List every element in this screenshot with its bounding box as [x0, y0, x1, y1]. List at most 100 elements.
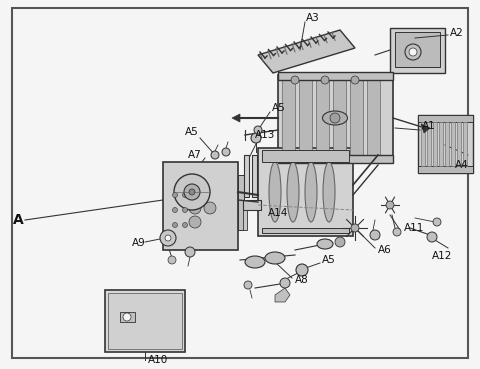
- Circle shape: [254, 126, 262, 134]
- Circle shape: [185, 247, 195, 257]
- Text: A11: A11: [404, 223, 424, 233]
- Circle shape: [182, 223, 188, 228]
- Polygon shape: [258, 30, 355, 73]
- Bar: [457, 122, 461, 166]
- Text: A2: A2: [450, 28, 464, 38]
- Ellipse shape: [269, 162, 281, 222]
- Bar: [238, 175, 244, 230]
- Circle shape: [182, 193, 188, 197]
- Text: A13: A13: [255, 130, 276, 140]
- Circle shape: [386, 201, 394, 209]
- Circle shape: [351, 224, 359, 232]
- Circle shape: [370, 230, 380, 240]
- Bar: [105, 290, 185, 352]
- Bar: [243, 200, 261, 210]
- Circle shape: [165, 235, 171, 241]
- Circle shape: [251, 133, 261, 143]
- Circle shape: [182, 207, 188, 213]
- Circle shape: [168, 256, 176, 264]
- Circle shape: [160, 230, 176, 246]
- Circle shape: [204, 202, 216, 214]
- Circle shape: [330, 113, 340, 123]
- Text: A6: A6: [378, 245, 392, 255]
- Circle shape: [280, 278, 290, 288]
- Circle shape: [335, 237, 345, 247]
- Circle shape: [172, 193, 178, 197]
- Circle shape: [393, 228, 401, 236]
- Bar: [258, 148, 353, 236]
- Bar: [418, 166, 473, 173]
- Circle shape: [244, 281, 252, 289]
- Circle shape: [172, 223, 178, 228]
- Bar: [244, 155, 249, 197]
- Ellipse shape: [317, 239, 333, 249]
- Bar: [282, 78, 295, 157]
- Circle shape: [123, 313, 131, 321]
- Bar: [439, 122, 443, 166]
- Text: A7: A7: [188, 150, 202, 160]
- Polygon shape: [421, 124, 430, 133]
- Bar: [243, 210, 247, 230]
- Circle shape: [189, 189, 195, 195]
- Polygon shape: [232, 114, 240, 122]
- Circle shape: [184, 184, 200, 200]
- Bar: [278, 75, 393, 160]
- Ellipse shape: [245, 256, 265, 268]
- Text: A: A: [12, 213, 24, 227]
- Ellipse shape: [323, 111, 348, 125]
- Text: A8: A8: [295, 275, 309, 285]
- Circle shape: [291, 76, 299, 84]
- Text: A9: A9: [132, 238, 146, 248]
- Bar: [418, 115, 473, 122]
- Circle shape: [296, 264, 308, 276]
- Ellipse shape: [265, 252, 285, 264]
- Bar: [427, 122, 431, 166]
- Ellipse shape: [323, 162, 335, 222]
- Circle shape: [174, 174, 210, 210]
- Circle shape: [409, 48, 417, 56]
- Circle shape: [189, 216, 201, 228]
- Ellipse shape: [305, 162, 317, 222]
- Text: A5: A5: [185, 127, 199, 137]
- Circle shape: [405, 44, 421, 60]
- Bar: [421, 122, 425, 166]
- Bar: [390, 28, 445, 73]
- Circle shape: [172, 207, 178, 213]
- Circle shape: [321, 76, 329, 84]
- Bar: [262, 150, 349, 162]
- Bar: [451, 122, 455, 166]
- Bar: [395, 32, 440, 67]
- Bar: [163, 162, 238, 250]
- Circle shape: [351, 76, 359, 84]
- Circle shape: [211, 151, 219, 159]
- Bar: [350, 78, 363, 157]
- Bar: [278, 72, 393, 80]
- Text: A5: A5: [322, 255, 336, 265]
- Text: A4: A4: [455, 160, 469, 170]
- Bar: [463, 122, 467, 166]
- Ellipse shape: [287, 162, 299, 222]
- Bar: [278, 155, 393, 163]
- Text: A3: A3: [306, 13, 320, 23]
- Bar: [120, 312, 135, 322]
- Bar: [333, 78, 346, 157]
- Bar: [316, 78, 329, 157]
- Bar: [433, 122, 437, 166]
- Text: A5: A5: [272, 103, 286, 113]
- Bar: [418, 115, 473, 173]
- Bar: [445, 122, 449, 166]
- Bar: [252, 155, 257, 197]
- Bar: [367, 78, 380, 157]
- Bar: [108, 293, 182, 349]
- Text: A14: A14: [268, 208, 288, 218]
- Bar: [262, 228, 349, 233]
- Circle shape: [427, 232, 437, 242]
- Circle shape: [222, 148, 230, 156]
- Circle shape: [189, 202, 201, 214]
- Text: A10: A10: [148, 355, 168, 365]
- Text: A12: A12: [432, 251, 452, 261]
- Circle shape: [433, 218, 441, 226]
- Text: A1: A1: [422, 121, 436, 131]
- Bar: [299, 78, 312, 157]
- Polygon shape: [275, 288, 290, 302]
